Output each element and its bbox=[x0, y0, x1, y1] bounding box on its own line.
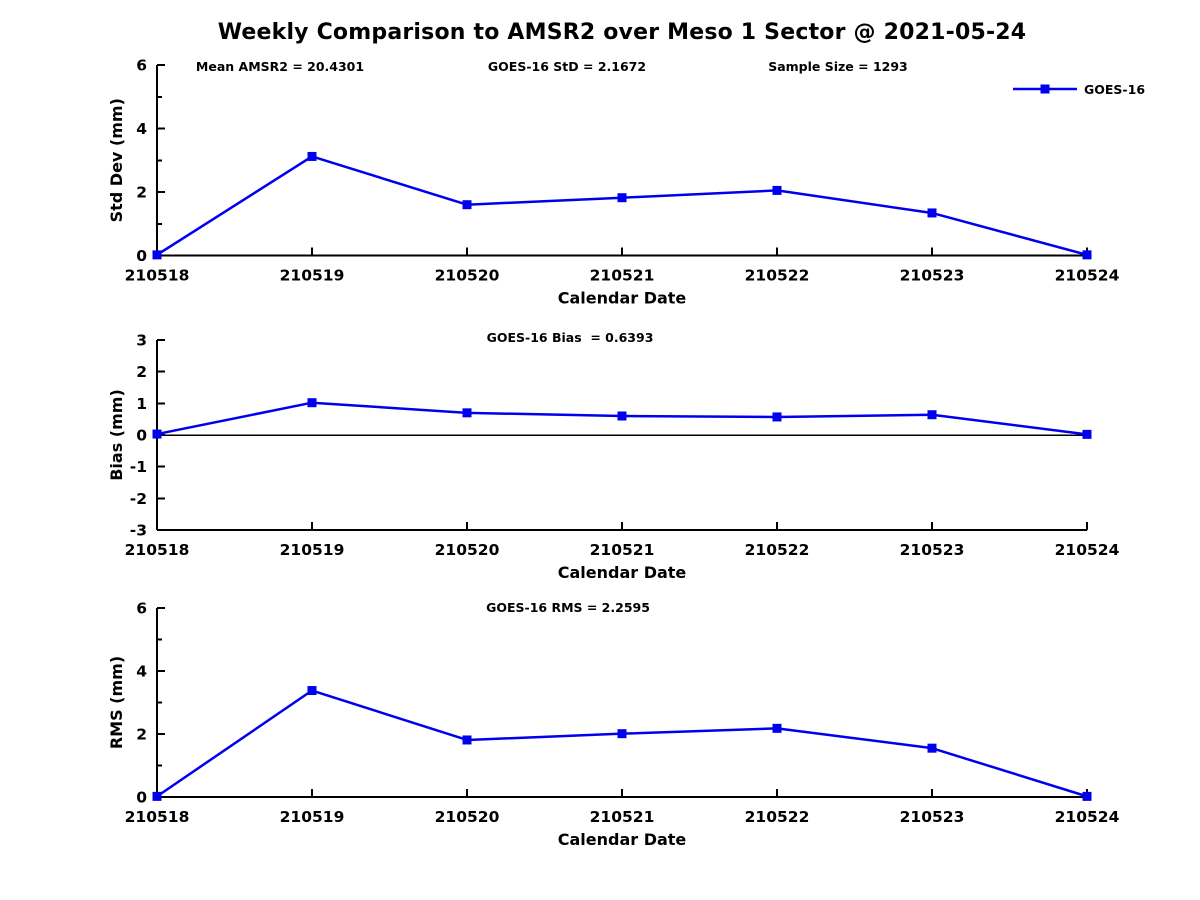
data-point-marker bbox=[1082, 791, 1092, 801]
panel-bias: -3 -2 -1 0 1 2 3 210518 210519 210520 210521 210522… bbox=[107, 330, 1120, 582]
x-tick-label: 210521 bbox=[590, 267, 655, 285]
data-point-marker bbox=[462, 735, 472, 745]
y-tick-label: 0 bbox=[136, 427, 147, 445]
x-tick-label: 210523 bbox=[900, 808, 965, 826]
y-tick-label: 2 bbox=[136, 363, 147, 381]
data-point-marker bbox=[617, 193, 627, 203]
x-tick-label: 210519 bbox=[280, 541, 345, 559]
annotation: Sample Size = 1293 bbox=[768, 59, 908, 74]
x-axis-label: Calendar Date bbox=[558, 289, 687, 308]
x-tick-label: 210523 bbox=[900, 541, 965, 559]
x-tick-label: 210519 bbox=[280, 267, 345, 285]
y-axis-label: RMS (mm) bbox=[107, 656, 126, 749]
x-tick-label: 210522 bbox=[745, 808, 810, 826]
data-point-marker bbox=[462, 200, 472, 210]
y-tick-label: -1 bbox=[130, 458, 147, 476]
x-tick-label: 210518 bbox=[125, 267, 190, 285]
x-axis-label: Calendar Date bbox=[558, 830, 687, 849]
data-point-marker bbox=[1082, 429, 1092, 439]
x-tick-label: 210523 bbox=[900, 267, 965, 285]
data-point-marker bbox=[307, 686, 317, 696]
x-tick-label: 210520 bbox=[435, 267, 500, 285]
data-point-marker bbox=[927, 410, 937, 420]
data-point-marker bbox=[152, 791, 162, 801]
annotation: GOES-16 StD = 2.1672 bbox=[488, 59, 646, 74]
x-tick-label: 210520 bbox=[435, 541, 500, 559]
y-axis-label: Std Dev (mm) bbox=[107, 98, 126, 222]
panel-rms: 0 2 4 6 210518 210519 210520 210521 210522 210523… bbox=[107, 600, 1120, 850]
x-tick-label: 210524 bbox=[1055, 267, 1120, 285]
y-axis-label: Bias (mm) bbox=[107, 389, 126, 481]
y-tick-label: 3 bbox=[136, 332, 147, 350]
x-tick-label: 210520 bbox=[435, 808, 500, 826]
x-tick-label: 210521 bbox=[590, 808, 655, 826]
y-tick-label: -3 bbox=[130, 522, 147, 540]
y-tick-label: 6 bbox=[136, 57, 147, 75]
y-tick-label: 6 bbox=[136, 600, 147, 618]
x-tick-label: 210522 bbox=[745, 541, 810, 559]
x-tick-label: 210519 bbox=[280, 808, 345, 826]
x-tick-label: 210518 bbox=[125, 808, 190, 826]
y-tick-label: -2 bbox=[130, 490, 147, 508]
legend: GOES-16 bbox=[1013, 81, 1145, 97]
legend-marker-icon bbox=[1040, 84, 1050, 94]
x-tick-label: 210521 bbox=[590, 541, 655, 559]
data-point-marker bbox=[152, 429, 162, 439]
data-point-marker bbox=[617, 729, 627, 739]
data-point-marker bbox=[307, 151, 317, 161]
panel-std-dev: 0 2 4 6 210518 210519 210520 210521 210522 210523… bbox=[107, 57, 1120, 308]
data-point-marker bbox=[462, 408, 472, 418]
data-point-marker bbox=[1082, 250, 1092, 260]
data-point-marker bbox=[927, 743, 937, 753]
data-point-marker bbox=[307, 398, 317, 408]
legend-label: GOES-16 bbox=[1084, 81, 1146, 97]
legend-line-sample bbox=[1013, 84, 1077, 94]
data-point-marker bbox=[772, 412, 782, 422]
x-tick-label: 210518 bbox=[125, 541, 190, 559]
x-tick-label: 210524 bbox=[1055, 541, 1120, 559]
y-tick-label: 2 bbox=[136, 726, 147, 744]
chart-title: Weekly Comparison to AMSR2 over Meso 1 S… bbox=[217, 20, 1027, 45]
annotation: GOES-16 Bias = 0.6393 bbox=[487, 330, 654, 345]
x-tick-label: 210522 bbox=[745, 267, 810, 285]
y-tick-label: 1 bbox=[136, 395, 147, 413]
y-tick-label: 4 bbox=[136, 120, 147, 138]
data-point-marker bbox=[772, 185, 782, 195]
series-line bbox=[156, 155, 1088, 257]
annotation: Mean AMSR2 = 20.4301 bbox=[196, 59, 364, 74]
y-tick-label: 4 bbox=[136, 663, 147, 681]
annotation: GOES-16 RMS = 2.2595 bbox=[486, 600, 650, 615]
data-point-marker bbox=[617, 411, 627, 421]
data-point-marker bbox=[152, 250, 162, 260]
x-tick-label: 210524 bbox=[1055, 808, 1120, 826]
x-axis-label: Calendar Date bbox=[558, 563, 687, 582]
y-tick-label: 0 bbox=[136, 789, 147, 807]
y-tick-label: 2 bbox=[136, 184, 147, 202]
data-point-marker bbox=[927, 208, 937, 218]
series-line bbox=[156, 689, 1088, 798]
y-tick-label: 0 bbox=[136, 247, 147, 265]
data-point-marker bbox=[772, 723, 782, 733]
